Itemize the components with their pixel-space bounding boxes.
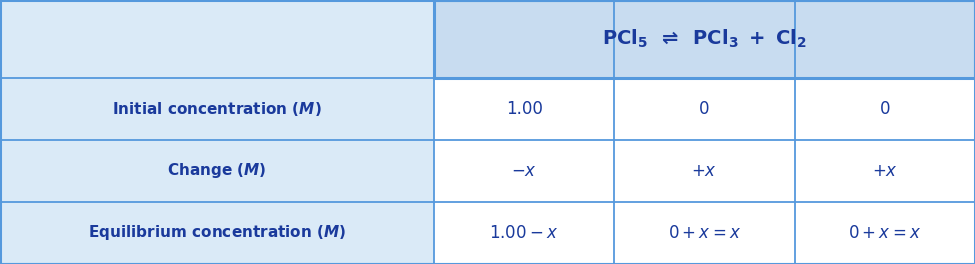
Text: 1.00: 1.00 bbox=[506, 100, 542, 118]
Bar bbox=[0, 140, 434, 202]
Text: Initial concentration ($\boldsymbol{M}$): Initial concentration ($\boldsymbol{M}$) bbox=[112, 100, 322, 118]
Bar bbox=[795, 140, 975, 202]
Bar bbox=[795, 78, 975, 140]
Bar bbox=[614, 78, 795, 140]
Bar bbox=[0, 0, 434, 78]
Bar bbox=[795, 0, 975, 78]
Bar bbox=[434, 0, 614, 78]
Text: $\mathbf{PCl_5}$$\;\;\mathbf{\rightleftharpoons}\;\;$$\mathbf{PCl_3}$$\;\;\mathb: $\mathbf{PCl_5}$$\;\;\mathbf{\rightlefth… bbox=[602, 28, 807, 50]
Bar bbox=[795, 202, 975, 264]
Text: 0: 0 bbox=[879, 100, 890, 118]
Bar bbox=[0, 202, 434, 264]
Text: $0 + x = x$: $0 + x = x$ bbox=[668, 224, 741, 242]
Bar bbox=[434, 78, 614, 140]
Text: $+x$: $+x$ bbox=[691, 162, 718, 180]
Text: Change ($\boldsymbol{M}$): Change ($\boldsymbol{M}$) bbox=[167, 162, 267, 180]
Text: 0: 0 bbox=[699, 100, 710, 118]
Bar bbox=[614, 0, 795, 78]
Bar bbox=[0, 78, 434, 140]
Bar bbox=[614, 202, 795, 264]
Text: $+x$: $+x$ bbox=[872, 162, 898, 180]
Bar bbox=[614, 140, 795, 202]
Text: $-x$: $-x$ bbox=[511, 162, 537, 180]
Text: $1.00 - x$: $1.00 - x$ bbox=[489, 224, 559, 242]
Bar bbox=[434, 202, 614, 264]
Text: $0 + x = x$: $0 + x = x$ bbox=[848, 224, 921, 242]
Text: Equilibrium concentration ($\boldsymbol{M}$): Equilibrium concentration ($\boldsymbol{… bbox=[88, 224, 346, 242]
Bar bbox=[434, 0, 975, 78]
Bar bbox=[434, 140, 614, 202]
